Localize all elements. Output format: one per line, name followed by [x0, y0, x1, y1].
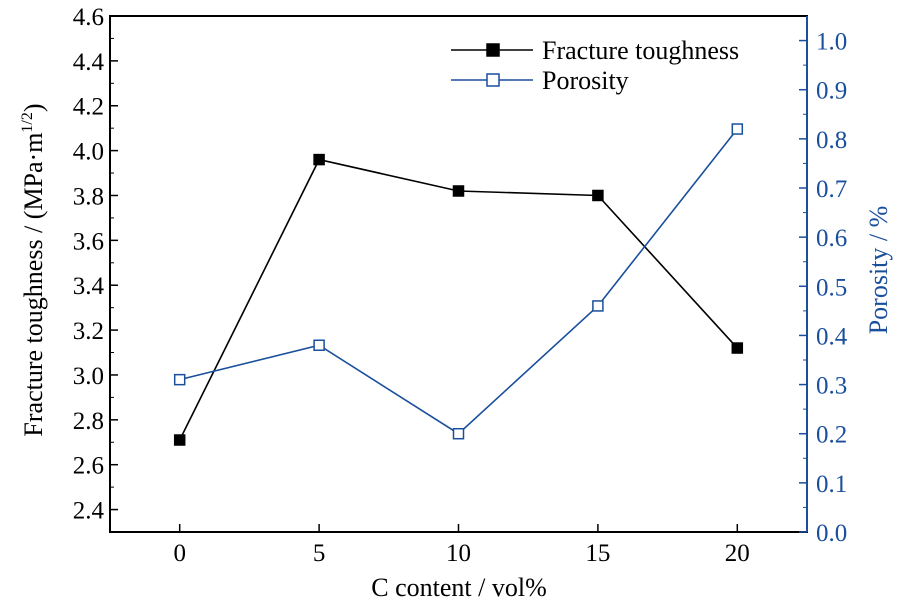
y-left-axis-title: Fracture toughness / (MPa·m1/2) — [19, 103, 48, 436]
y-left-tick-label-3.6: 3.6 — [73, 228, 104, 255]
legend-marker-0 — [486, 43, 500, 57]
series-0-point-0 — [173, 434, 186, 446]
x-axis: 0 5 10 15 20 — [173, 524, 750, 567]
x-axis-title: C content / vol% — [371, 573, 546, 602]
y-left-tick-label-4.6: 4.6 — [73, 4, 104, 31]
series-0-point-4 — [731, 342, 744, 354]
y-right-tick-label-0.7: 0.7 — [816, 176, 847, 203]
series-line-0 — [178, 158, 738, 441]
y-right-tick-label-0.3: 0.3 — [816, 373, 847, 400]
series-layer — [173, 123, 744, 446]
y-right-tick-label-0.2: 0.2 — [816, 422, 847, 449]
series-1-point-3 — [592, 300, 604, 312]
series-1-point-0 — [173, 373, 186, 386]
y-right-axis-title: Porosity / % — [864, 206, 893, 335]
y-left-axis-title-end: ) — [19, 103, 48, 112]
y-right-tick-label-0.0: 0.0 — [816, 520, 847, 547]
y-right-tick-label-0.8: 0.8 — [816, 127, 847, 154]
x-tick-label-10: 10 — [446, 540, 471, 567]
x-tick-label-20: 20 — [725, 540, 750, 567]
y-axis-left: 2.4 2.6 2.8 3.0 3.2 3.4 3.6 3.8 4.0 4.2 4.4 4.6 — [73, 4, 118, 525]
x-tick-label-0: 0 — [173, 540, 186, 567]
y-left-tick-label-3.2: 3.2 — [73, 318, 104, 345]
legend-label-1: Porosity — [542, 66, 629, 95]
x-tick-label-15: 15 — [585, 540, 610, 567]
series-0-point-3 — [592, 189, 604, 202]
y-right-tick-label-0.1: 0.1 — [816, 471, 847, 498]
y-right-tick-label-1.0: 1.0 — [816, 29, 847, 56]
series-1-point-4 — [731, 123, 744, 135]
y-left-axis-title-sup: 1/2 — [19, 112, 36, 132]
series-0-point-1 — [313, 153, 325, 166]
y-left-tick-label-3.4: 3.4 — [73, 273, 105, 300]
series-0-point-2 — [452, 185, 465, 197]
y-left-tick-label-4.2: 4.2 — [73, 94, 104, 121]
legend-marker-1 — [486, 73, 500, 87]
y-right-tick-label-0.9: 0.9 — [816, 78, 847, 105]
series-1-point-1 — [313, 339, 325, 352]
y-right-tick-label-0.6: 0.6 — [816, 225, 847, 252]
y-right-tick-label-0.4: 0.4 — [816, 323, 848, 350]
y-left-tick-label-4.4: 4.4 — [73, 49, 105, 76]
legend-label-0: Fracture toughness — [542, 36, 739, 65]
y-axis-right: 0.0 0.1 0.2 0.3 0.4 0.5 0.6 0.7 0.8 0.9 1.0 — [799, 16, 848, 547]
y-left-axis-title-main: Fracture toughness / (MPa·m — [19, 133, 48, 437]
series-1-point-2 — [452, 427, 465, 440]
y-left-tick-label-3.8: 3.8 — [73, 183, 104, 210]
y-left-tick-label-2.6: 2.6 — [73, 453, 104, 480]
y-right-tick-label-0.5: 0.5 — [816, 274, 847, 301]
plot-frame — [109, 15, 808, 533]
y-left-tick-label-2.4: 2.4 — [73, 498, 105, 525]
y-left-tick-label-2.8: 2.8 — [73, 408, 104, 435]
y-left-tick-label-3.0: 3.0 — [73, 363, 104, 390]
x-tick-label-5: 5 — [313, 540, 326, 567]
y-left-tick-label-4.0: 4.0 — [73, 139, 104, 166]
series-line-1 — [179, 128, 738, 435]
